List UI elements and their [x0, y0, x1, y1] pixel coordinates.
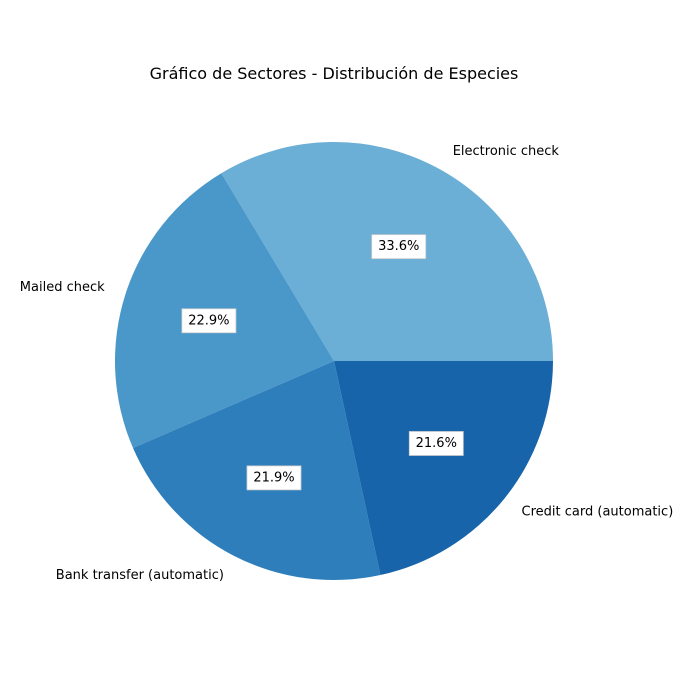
svg-text:21.6%: 21.6%	[416, 436, 457, 451]
chart-title: Gráfico de Sectores - Distribución de Es…	[150, 64, 519, 83]
slice-label-credit-card-automatic: Credit card (automatic)	[522, 505, 674, 520]
slice-label-bank-transfer-automatic: Bank transfer (automatic)	[56, 568, 224, 583]
pie-labels: Electronic check 33.6% Mailed check 22.9% Ba…	[20, 144, 673, 583]
slice-label-electronic-check: Electronic check	[453, 144, 560, 159]
pct-label-electronic-check: 33.6%	[371, 234, 427, 260]
pie-slice-credit-card-automatic	[334, 361, 553, 576]
pct-label-mailed-check: 22.9%	[181, 308, 237, 334]
pct-label-bank-transfer-automatic: 21.9%	[246, 465, 302, 491]
slice-label-mailed-check: Mailed check	[20, 280, 105, 295]
svg-text:22.9%: 22.9%	[188, 313, 229, 328]
pct-label-credit-card-automatic: 21.6%	[408, 431, 464, 456]
svg-text:21.9%: 21.9%	[253, 470, 294, 485]
svg-text:33.6%: 33.6%	[378, 239, 419, 254]
pie-slices	[114, 142, 553, 581]
